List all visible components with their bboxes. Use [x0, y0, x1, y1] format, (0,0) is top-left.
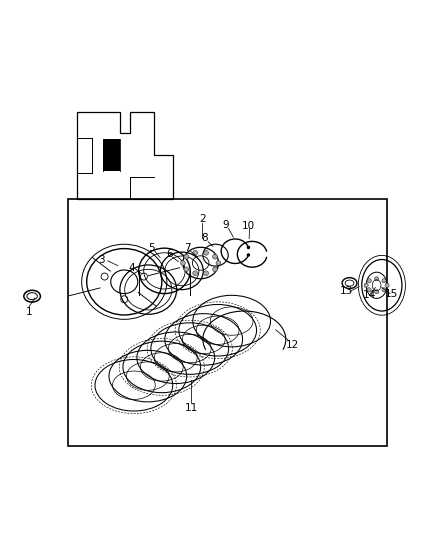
Circle shape — [374, 289, 379, 294]
Text: 11: 11 — [185, 403, 198, 414]
Text: 8: 8 — [202, 233, 208, 243]
Circle shape — [212, 267, 217, 272]
Text: 5: 5 — [148, 243, 155, 253]
Text: 2: 2 — [199, 214, 206, 224]
Circle shape — [367, 288, 371, 292]
Circle shape — [204, 271, 208, 276]
Bar — [103, 140, 120, 171]
Circle shape — [382, 279, 386, 283]
Text: 14: 14 — [363, 290, 376, 300]
Text: 12: 12 — [286, 340, 299, 350]
Text: 7: 7 — [184, 243, 191, 253]
Circle shape — [212, 254, 217, 259]
Text: 1: 1 — [26, 308, 32, 317]
Text: 10: 10 — [242, 221, 255, 231]
Circle shape — [193, 271, 198, 276]
Circle shape — [180, 261, 185, 265]
Text: 3: 3 — [98, 255, 104, 265]
Text: 9: 9 — [223, 220, 230, 230]
Bar — [68, 199, 387, 446]
Text: 4: 4 — [128, 263, 135, 273]
Circle shape — [382, 288, 386, 292]
Circle shape — [216, 261, 221, 265]
Text: 13: 13 — [340, 286, 353, 296]
Circle shape — [385, 283, 389, 287]
Text: 15: 15 — [385, 288, 399, 298]
Circle shape — [193, 251, 198, 255]
Circle shape — [184, 254, 189, 259]
Circle shape — [247, 246, 250, 249]
Circle shape — [374, 277, 379, 281]
Circle shape — [367, 279, 371, 283]
Circle shape — [204, 251, 208, 255]
Text: 6: 6 — [166, 249, 173, 259]
Circle shape — [247, 253, 250, 257]
Circle shape — [364, 283, 368, 287]
Circle shape — [184, 267, 189, 272]
